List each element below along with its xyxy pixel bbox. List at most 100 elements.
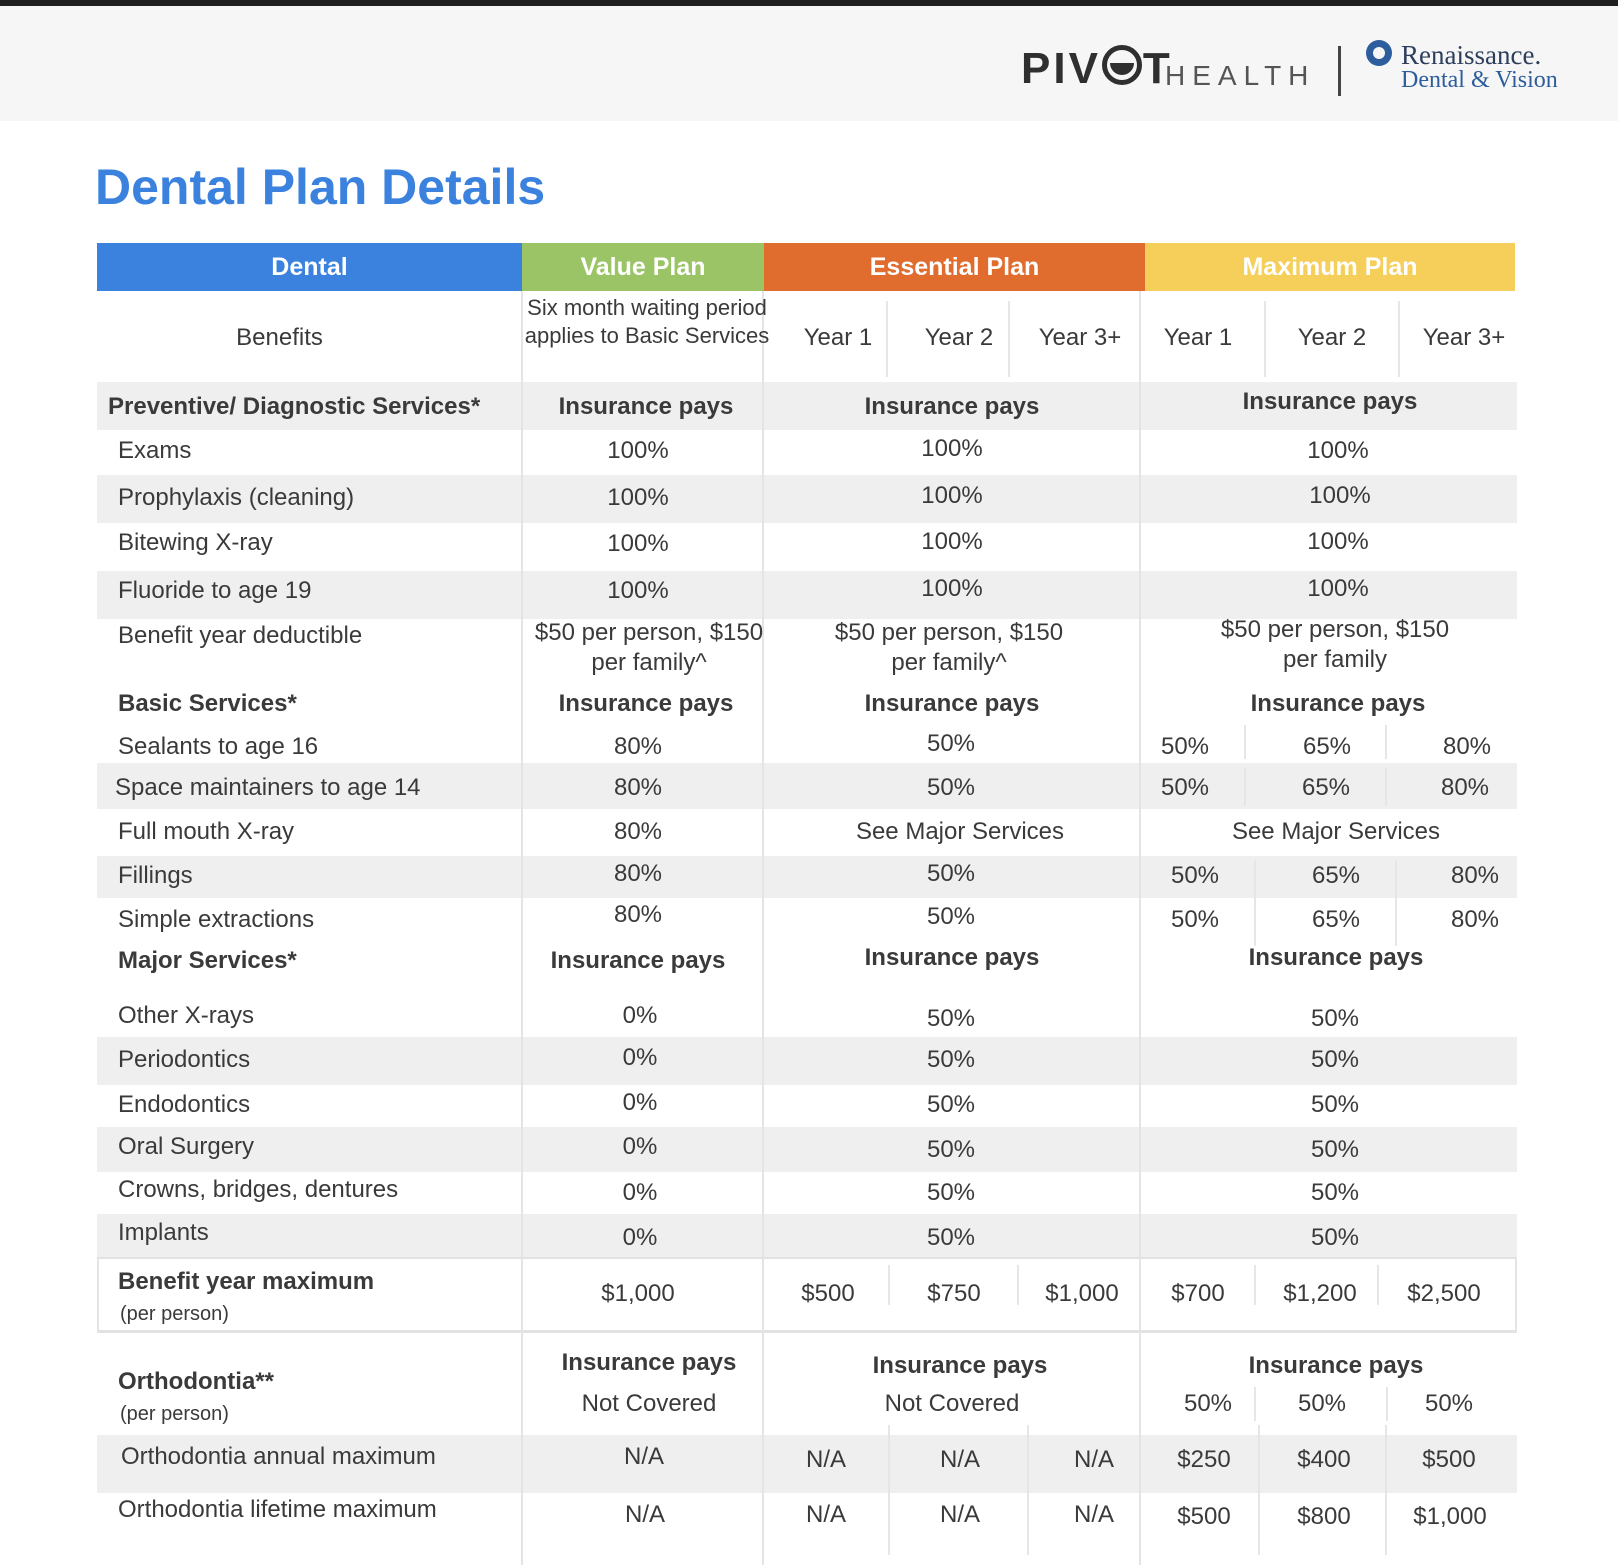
value-cell: 0% bbox=[622, 1179, 658, 1206]
value-cell: 80% bbox=[613, 774, 663, 801]
essential-cell: 100% bbox=[921, 435, 983, 462]
benefits-label: Benefits bbox=[236, 324, 323, 351]
ortho-divider-2 bbox=[1386, 1387, 1388, 1421]
value-waiting-note: Six month waiting period applies to Basi… bbox=[524, 295, 770, 348]
ortho-essential-cell: Not Covered bbox=[884, 1390, 1020, 1417]
logo-divider bbox=[1338, 46, 1341, 96]
essential-year-1: Year 1 bbox=[803, 324, 873, 351]
benefit-max-label: Benefit year maximum bbox=[118, 1268, 375, 1295]
preventive-maximum-pays: Insurance pays bbox=[1242, 388, 1418, 415]
row-bg-space-maintainers bbox=[97, 763, 1517, 809]
ortho-annual-maximum-2: $400 bbox=[1297, 1446, 1351, 1473]
maximum-cell: 50% bbox=[1310, 1005, 1360, 1032]
ortho-lifetime-essential-1: N/A bbox=[805, 1501, 846, 1528]
ortho-lifetime-maximum-3: $1,000 bbox=[1413, 1503, 1487, 1530]
value-cell: 100% bbox=[607, 577, 669, 604]
essential-max-divider-2 bbox=[1017, 1265, 1019, 1305]
service-label: Full mouth X-ray bbox=[118, 818, 295, 845]
benefit-max-sub: (per person) bbox=[120, 1303, 229, 1325]
maximum-year-2: Year 2 bbox=[1297, 324, 1367, 351]
maximum-year-1: Year 1 bbox=[1163, 324, 1233, 351]
preventive-essential-pays: Insurance pays bbox=[864, 393, 1040, 420]
essential-year-divider-2 bbox=[1008, 301, 1010, 377]
essential-cell: 50% bbox=[926, 1046, 976, 1073]
essential-cell: 50% bbox=[926, 903, 976, 930]
service-label: Prophylaxis (cleaning) bbox=[118, 484, 355, 511]
maximum-cell: 100% bbox=[1307, 528, 1369, 555]
header-dental: Dental bbox=[97, 243, 522, 291]
preventive-section-label: Preventive/ Diagnostic Services* bbox=[108, 393, 481, 420]
ortho-annual-essential-3: N/A bbox=[1073, 1446, 1114, 1473]
service-label: Sealants to age 16 bbox=[118, 733, 319, 760]
service-label: Fluoride to age 19 bbox=[118, 577, 312, 604]
maximum-cell: 50% bbox=[1310, 1046, 1360, 1073]
service-label: Simple extractions bbox=[118, 906, 315, 933]
value-cell: 0% bbox=[622, 1002, 658, 1029]
value-cell: 0% bbox=[622, 1133, 658, 1160]
ortho-annual-essential-2: N/A bbox=[939, 1446, 980, 1473]
essential-cell: See Major Services bbox=[855, 818, 1065, 845]
service-label: Fillings bbox=[118, 862, 193, 889]
essential-cell: 100% bbox=[921, 528, 983, 555]
pivot-logo-text-b: T bbox=[1142, 44, 1173, 93]
maximum-year-3-cell: 80% bbox=[1442, 733, 1492, 760]
value-cell: 0% bbox=[622, 1044, 658, 1071]
benefit-max-essential-1: $500 bbox=[801, 1280, 855, 1307]
essential-year-3: Year 3+ bbox=[1038, 324, 1122, 351]
essential-cell: 100% bbox=[921, 482, 983, 509]
ortho-lifetime-essential-3: N/A bbox=[1073, 1501, 1114, 1528]
ortho-lifetime-essential-2: N/A bbox=[939, 1501, 980, 1528]
row-bg-prophylaxis bbox=[97, 475, 1517, 523]
pivot-o-icon bbox=[1101, 45, 1142, 85]
essential-year-2: Year 2 bbox=[924, 324, 994, 351]
ortho-maximum-pays: Insurance pays bbox=[1248, 1352, 1424, 1379]
ortho-essential-divider-2 bbox=[1027, 1425, 1029, 1555]
basic-essential-pays: Insurance pays bbox=[864, 690, 1040, 717]
ortho-max-divider-1 bbox=[1258, 1425, 1260, 1555]
ortho-lifetime-value: N/A bbox=[624, 1501, 665, 1528]
maximum-year-3: Year 3+ bbox=[1422, 324, 1506, 351]
maximum-year-divider-2 bbox=[1398, 301, 1400, 377]
basic-value-pays: Insurance pays bbox=[558, 690, 734, 717]
maximum-cell: 100% bbox=[1307, 437, 1369, 464]
value-cell: 80% bbox=[613, 733, 663, 760]
maximum-cell: 100% bbox=[1307, 575, 1369, 602]
service-label: Exams bbox=[118, 437, 192, 464]
deductible-essential: $50 per person, $150 per family^ bbox=[834, 619, 1064, 676]
service-label: Oral Surgery bbox=[118, 1133, 255, 1160]
ortho-maximum-3: 50% bbox=[1424, 1390, 1474, 1417]
maximum-year-3-cell: 80% bbox=[1440, 774, 1490, 801]
max-divider-fillings-2 bbox=[1395, 860, 1397, 946]
value-cell: 80% bbox=[613, 818, 663, 845]
maximum-year-1-cell: 50% bbox=[1170, 862, 1220, 889]
max-divider-space-2 bbox=[1385, 768, 1387, 806]
ortho-lifetime-label: Orthodontia lifetime maximum bbox=[118, 1496, 437, 1523]
essential-cell: 50% bbox=[926, 1005, 976, 1032]
benefit-max-top-border bbox=[97, 1257, 1517, 1259]
renaissance-sunburst-icon bbox=[1366, 40, 1392, 66]
maximum-year-3-cell: 80% bbox=[1450, 862, 1500, 889]
deductible-label: Benefit year deductible bbox=[118, 622, 363, 649]
ortho-maximum-2: 50% bbox=[1297, 1390, 1347, 1417]
service-label: Other X-rays bbox=[118, 1002, 255, 1029]
service-label: Space maintainers to age 14 bbox=[115, 774, 421, 801]
essential-year-divider-1 bbox=[886, 301, 888, 377]
benefit-max-value: $1,000 bbox=[601, 1280, 675, 1307]
maximum-cell: 50% bbox=[1310, 1179, 1360, 1206]
maximum-year-2-cell: 65% bbox=[1311, 862, 1361, 889]
maximum-year-2-cell: 65% bbox=[1311, 906, 1361, 933]
row-bg-preventive bbox=[97, 382, 1517, 430]
major-essential-pays: Insurance pays bbox=[864, 944, 1040, 971]
deductible-maximum: $50 per person, $150 per family bbox=[1220, 616, 1450, 673]
essential-cell: 50% bbox=[926, 774, 976, 801]
maximum-cell: 50% bbox=[1310, 1091, 1360, 1118]
value-cell: 0% bbox=[622, 1224, 658, 1251]
ortho-annual-maximum-3: $500 bbox=[1422, 1446, 1476, 1473]
benefit-max-essential-3: $1,000 bbox=[1045, 1280, 1119, 1307]
service-label: Periodontics bbox=[118, 1046, 251, 1073]
service-label: Endodontics bbox=[118, 1091, 251, 1118]
max-max-divider-1 bbox=[1254, 1265, 1256, 1305]
pivot-logo-text-a: PIV bbox=[1021, 44, 1101, 93]
basic-section-label: Basic Services* bbox=[118, 690, 297, 717]
renaissance-logo-subtitle: Dental & Vision bbox=[1401, 67, 1558, 93]
